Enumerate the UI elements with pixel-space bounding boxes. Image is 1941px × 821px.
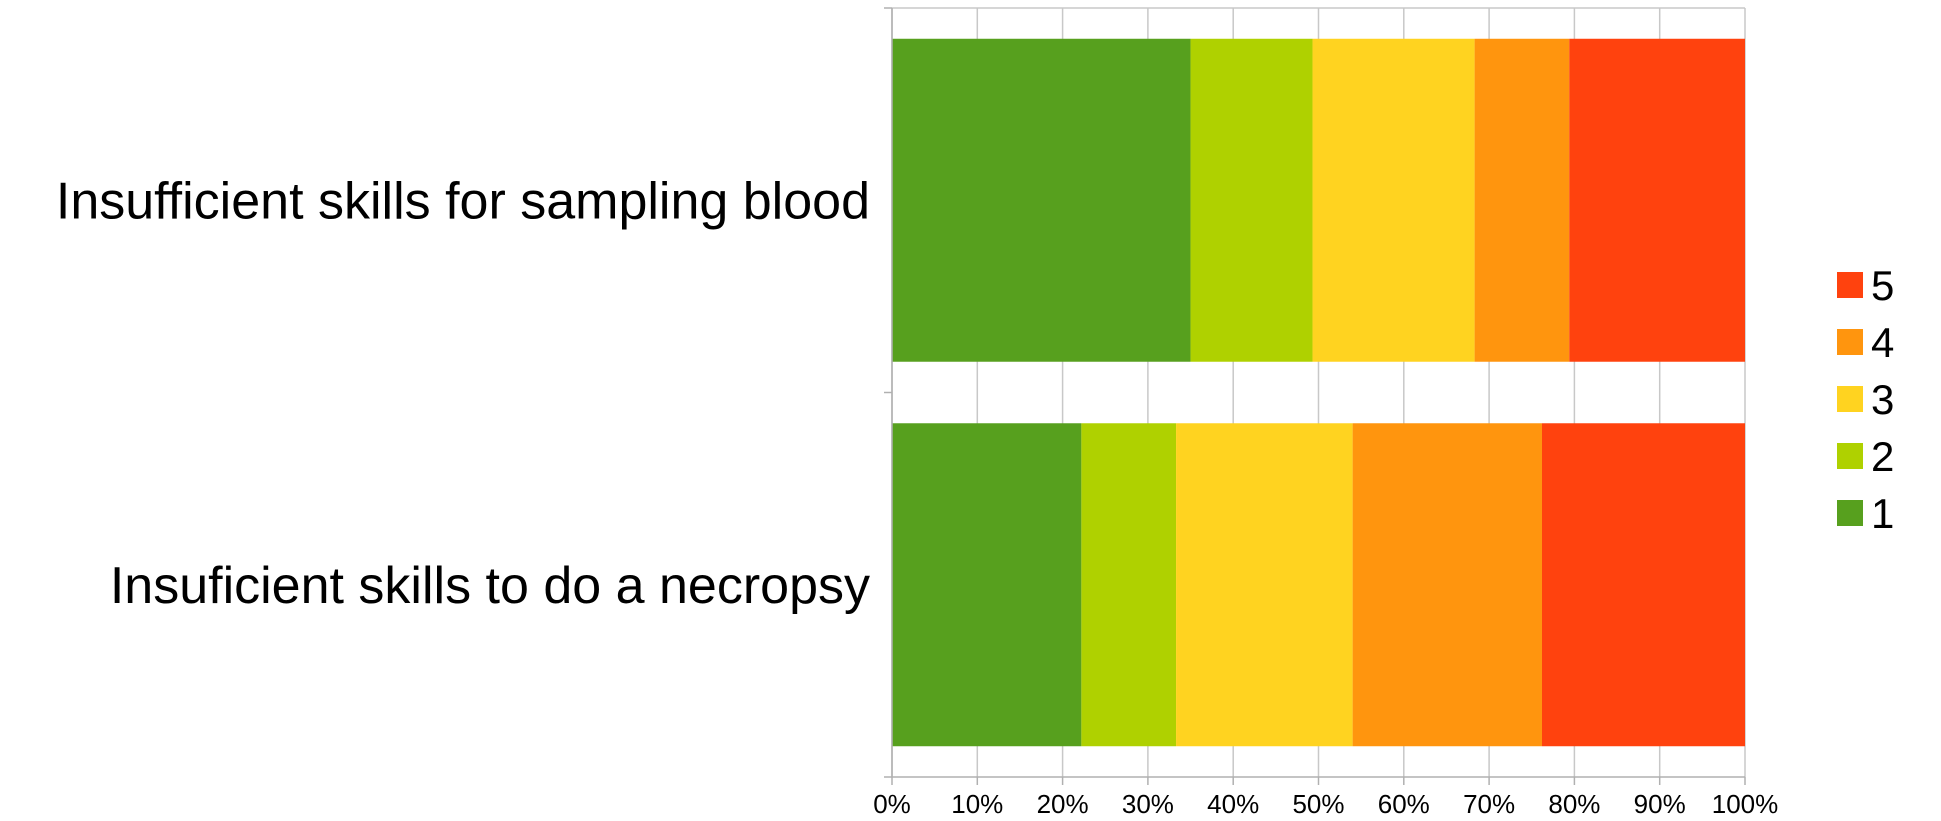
axes xyxy=(884,7,1746,785)
legend-swatch xyxy=(1837,500,1863,526)
bar-segment-3 xyxy=(1312,38,1475,362)
bar-segment-4 xyxy=(1352,423,1542,747)
legend-swatch xyxy=(1837,386,1863,412)
bar-segment-5 xyxy=(1541,423,1745,747)
bar-segment-2 xyxy=(1190,38,1313,362)
x-tick-label: 50% xyxy=(1292,789,1344,819)
x-tick-label: 90% xyxy=(1634,789,1686,819)
x-tick-labels: 0% 10% 20% 30% 40% 50% 60% 70% 80% 90% 100% xyxy=(873,789,1778,819)
legend-label: 1 xyxy=(1871,490,1894,537)
x-tick-label: 70% xyxy=(1463,789,1515,819)
x-tick-label: 0% xyxy=(873,789,911,819)
x-tick-label: 10% xyxy=(951,789,1003,819)
x-tick-label: 80% xyxy=(1548,789,1600,819)
x-tick-label: 40% xyxy=(1207,789,1259,819)
x-tick-label: 100% xyxy=(1712,789,1779,819)
legend-swatch xyxy=(1837,443,1863,469)
legend-swatch xyxy=(1837,329,1863,355)
bars xyxy=(892,38,1745,747)
category-labels: Insufficient skills for sampling blood In… xyxy=(56,172,870,615)
bar-segment-1 xyxy=(892,38,1191,362)
legend-label: 3 xyxy=(1871,376,1894,423)
legend-label: 2 xyxy=(1871,433,1894,480)
x-tick-label: 30% xyxy=(1122,789,1174,819)
category-label: Insuficient skills to do a necropsy xyxy=(110,557,870,615)
x-tick-label: 60% xyxy=(1378,789,1430,819)
x-tick-label: 20% xyxy=(1037,789,1089,819)
bar-segment-1 xyxy=(892,423,1082,747)
legend-swatch xyxy=(1837,272,1863,298)
legend: 5 4 3 2 1 xyxy=(1837,262,1894,537)
bar-segment-2 xyxy=(1081,423,1177,747)
bar-segment-4 xyxy=(1474,38,1570,362)
legend-label: 4 xyxy=(1871,319,1894,366)
legend-label: 5 xyxy=(1871,262,1894,309)
bar-segment-5 xyxy=(1569,38,1745,362)
bar-segment-3 xyxy=(1176,423,1353,747)
category-label: Insufficient skills for sampling blood xyxy=(56,172,870,230)
